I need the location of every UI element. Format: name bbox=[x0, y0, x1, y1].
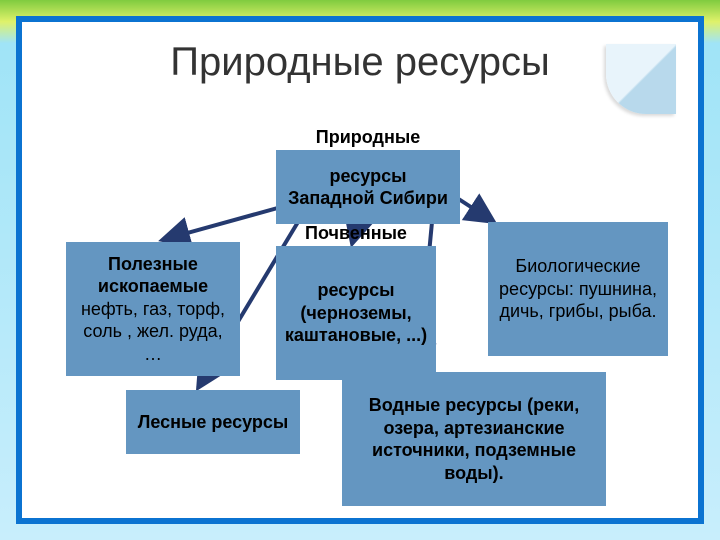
node-forest: Лесные ресурсы bbox=[126, 390, 300, 454]
node-minerals-label: Полезные ископаемыенефть, газ, торф, сол… bbox=[74, 253, 232, 366]
node-bio-label: Биологические ресурсы: пушнина, дичь, гр… bbox=[496, 255, 660, 323]
node-soil: ресурсы (черноземы, каштановые, ...) bbox=[276, 246, 436, 380]
node-water-label: Водные ресурсы (реки, озера, артезиански… bbox=[350, 394, 598, 484]
node-forest-label: Лесные ресурсы bbox=[134, 411, 292, 434]
node-root-overflow: Природные bbox=[276, 126, 460, 149]
slide-background: Природные ресурсы Природные ресурсы Запад… bbox=[0, 0, 720, 540]
arrow bbox=[454, 196, 494, 222]
node-water: Водные ресурсы (реки, озера, артезиански… bbox=[342, 372, 606, 506]
node-root: ресурсы Западной Сибири bbox=[276, 150, 460, 224]
slide-frame: Природные ресурсы Природные ресурсы Запад… bbox=[16, 16, 704, 524]
slide-title: Природные ресурсы bbox=[22, 40, 698, 85]
node-bio: Биологические ресурсы: пушнина, дичь, гр… bbox=[488, 222, 668, 356]
node-soil-overflow: Почвенные bbox=[276, 222, 436, 245]
node-soil-label: ресурсы (черноземы, каштановые, ...) bbox=[284, 279, 428, 347]
node-minerals: Полезные ископаемыенефть, газ, торф, сол… bbox=[66, 242, 240, 376]
node-root-label: ресурсы Западной Сибири bbox=[284, 165, 452, 210]
arrow bbox=[162, 204, 292, 240]
